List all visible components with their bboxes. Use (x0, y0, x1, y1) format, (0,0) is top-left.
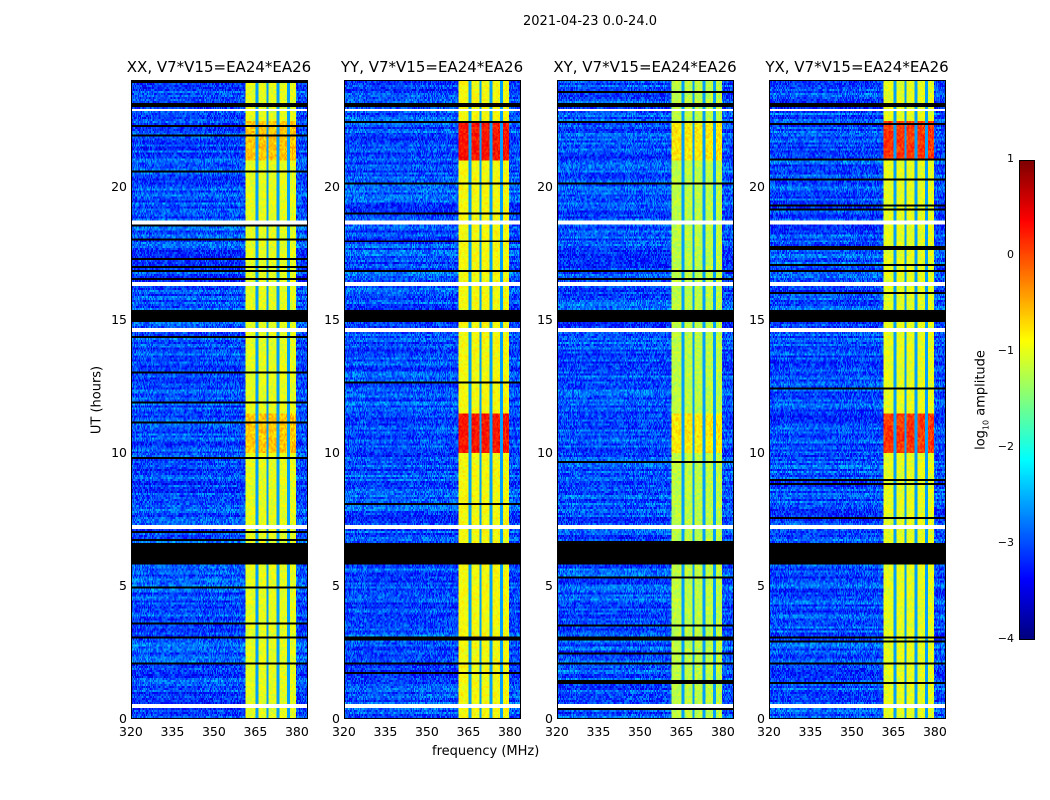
x-tick-label: 320 (545, 724, 569, 739)
x-tick-label: 350 (627, 724, 652, 739)
y-tick-label: 0 (545, 711, 553, 726)
x-tick-label: 365 (243, 724, 268, 739)
y-tick-label: 15 (537, 311, 553, 327)
x-tick-label: 335 (373, 724, 398, 739)
x-tick-label: 365 (456, 724, 481, 739)
y-tick-label: 15 (111, 311, 127, 327)
colorbar-label: log10 amplitude (973, 350, 991, 450)
y-tick-label: 20 (324, 178, 340, 194)
x-tick-label: 380 (497, 724, 522, 739)
x-tick-label: 365 (669, 724, 694, 739)
x-tick-label: 320 (332, 724, 356, 739)
panel-title: YX, V7*V15=EA24*EA26 (765, 58, 949, 76)
y-tick-label: 20 (111, 178, 127, 194)
colorbar-tick-label: 0 (1007, 248, 1014, 261)
x-tick-label: 350 (201, 724, 226, 739)
y-tick-label: 20 (537, 178, 553, 194)
panel-title: YY, V7*V15=EA24*EA26 (340, 58, 524, 76)
x-tick-label: 380 (284, 724, 309, 739)
y-tick-label: 5 (332, 577, 340, 593)
x-tick-label: 320 (119, 724, 143, 739)
y-tick-label: 5 (757, 577, 765, 593)
x-tick-label: 365 (881, 724, 906, 739)
x-tick-label: 335 (160, 724, 185, 739)
heatmap-panel-2 (344, 80, 521, 719)
colorbar-tick-label: −4 (997, 632, 1014, 645)
x-tick-label: 380 (710, 724, 735, 739)
y-tick-label: 10 (749, 444, 765, 460)
colorbar (1019, 160, 1035, 640)
figure-title: 2021-04-23 0.0-24.0 (523, 14, 657, 29)
heatmap-panel-4 (769, 80, 946, 719)
heatmap-cells (558, 81, 733, 718)
y-tick-label: 10 (111, 444, 127, 460)
y-tick-label: 0 (332, 711, 340, 726)
y-tick-label: 15 (749, 311, 765, 327)
y-tick-label: 20 (749, 178, 765, 194)
heatmap-cells (345, 81, 520, 718)
y-axis-label: UT (hours) (89, 365, 105, 435)
colorbar-tick-label: 1 (1007, 152, 1014, 165)
heatmap-cells (132, 81, 307, 718)
x-axis-label: frequency (MHz) (432, 744, 540, 759)
y-tick-label: 5 (119, 577, 127, 593)
colorbar-tick-label: −3 (997, 536, 1014, 549)
heatmap-panel-1 (131, 80, 308, 719)
panel-title: XX, V7*V15=EA24*EA26 (126, 58, 312, 76)
x-tick-label: 335 (586, 724, 611, 739)
y-tick-label: 15 (324, 311, 340, 327)
x-tick-label: 320 (757, 724, 781, 739)
x-tick-label: 350 (414, 724, 439, 739)
y-tick-label: 10 (537, 444, 553, 460)
y-tick-label: 5 (545, 577, 553, 593)
heatmap-cells (770, 81, 945, 718)
panel-title: XY, V7*V15=EA24*EA26 (553, 58, 737, 76)
heatmap-panel-3 (557, 80, 734, 719)
y-tick-label: 0 (757, 711, 765, 726)
colorbar-tick-label: −2 (997, 440, 1014, 453)
x-tick-label: 350 (839, 724, 864, 739)
y-tick-label: 0 (119, 711, 127, 726)
y-tick-label: 10 (324, 444, 340, 460)
x-tick-label: 380 (922, 724, 947, 739)
colorbar-tick-label: −1 (997, 344, 1014, 357)
x-tick-label: 335 (798, 724, 823, 739)
